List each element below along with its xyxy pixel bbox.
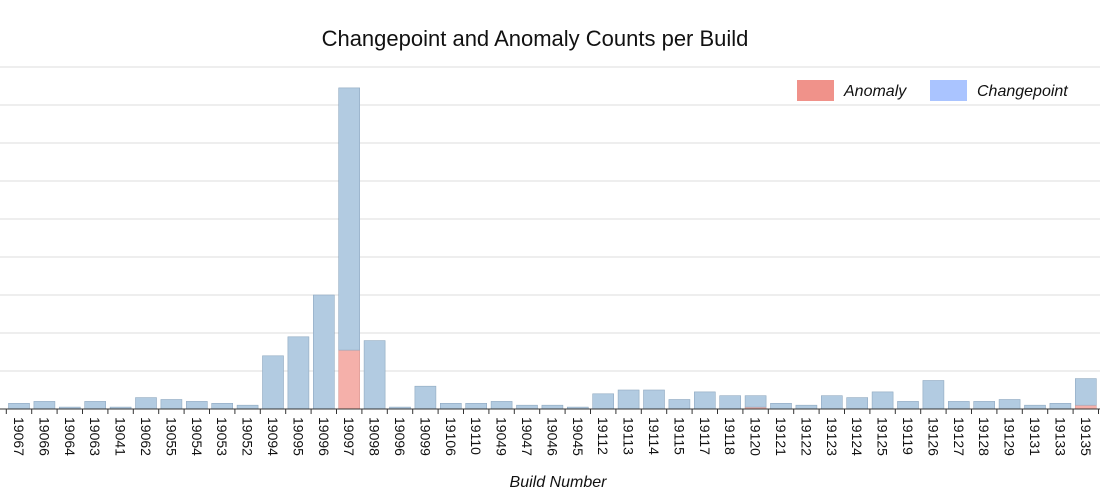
x-tick-label: 19114 bbox=[646, 417, 662, 455]
bar-changepoint bbox=[668, 399, 691, 410]
bar-changepoint bbox=[897, 401, 919, 410]
bar-changepoint bbox=[770, 402, 792, 410]
x-tick-label: 19049 bbox=[494, 417, 510, 456]
bar-changepoint bbox=[846, 397, 869, 410]
x-tick-label: 19096 bbox=[316, 417, 332, 456]
bars bbox=[8, 87, 1097, 410]
bar-changepoint bbox=[516, 404, 538, 410]
legend-label-anomaly: Anomaly bbox=[843, 83, 907, 100]
bar-changepoint bbox=[719, 395, 742, 410]
x-tick-label: 19095 bbox=[290, 417, 306, 456]
x-axis: 19067 19066 19064 19063 19041 19062 19055 19054… bbox=[0, 408, 1100, 456]
bar-changepoint bbox=[262, 355, 284, 410]
x-tick-label: 19129 bbox=[1002, 417, 1018, 456]
bar-changepoint bbox=[617, 389, 640, 410]
bar-anomaly bbox=[1075, 404, 1097, 410]
x-tick-label: 19106 bbox=[443, 417, 459, 456]
x-tick-label: 19052 bbox=[240, 417, 256, 456]
bar-changepoint bbox=[490, 401, 513, 410]
x-tick-label: 19122 bbox=[798, 417, 814, 456]
x-tick-label: 19118 bbox=[722, 417, 738, 455]
x-tick-label: 19099 bbox=[417, 417, 433, 456]
x-tick-label: 19096 bbox=[392, 417, 408, 456]
legend-swatch-changepoint bbox=[930, 80, 967, 101]
bar-changepoint bbox=[643, 389, 665, 410]
bar-changepoint bbox=[160, 399, 183, 410]
bar-changepoint bbox=[922, 380, 945, 410]
x-tick-label: 19054 bbox=[189, 417, 205, 456]
x-tick-label: 19133 bbox=[1052, 417, 1068, 456]
x-tick-label: 19063 bbox=[87, 417, 103, 456]
x-tick-label: 19066 bbox=[36, 417, 52, 456]
bar-changepoint bbox=[947, 401, 970, 410]
x-tick-label: 19120 bbox=[748, 417, 764, 456]
chart-title: Changepoint and Anomaly Counts per Build bbox=[322, 26, 749, 51]
bar-changepoint bbox=[998, 399, 1021, 410]
x-tick-label: 19125 bbox=[875, 417, 891, 456]
x-tick-label: 19124 bbox=[849, 417, 865, 456]
x-tick-label: 19123 bbox=[824, 417, 840, 456]
x-tick-label: 19062 bbox=[138, 417, 154, 456]
x-tick-label: 19128 bbox=[976, 417, 992, 456]
bar-changepoint bbox=[236, 404, 259, 410]
x-tick-label: 19115 bbox=[671, 417, 687, 455]
x-tick-label: 19121 bbox=[773, 417, 789, 456]
bar-changepoint bbox=[338, 87, 361, 351]
x-tick-label: 19041 bbox=[113, 417, 129, 456]
x-tick-label: 19046 bbox=[544, 417, 560, 456]
x-tick-label: 19064 bbox=[62, 417, 78, 456]
bar-changepoint bbox=[312, 294, 335, 410]
x-tick-label: 19119 bbox=[900, 417, 916, 455]
bar-changepoint bbox=[1049, 402, 1072, 410]
bar-changepoint bbox=[211, 402, 233, 410]
x-axis-title: Build Number bbox=[510, 474, 608, 490]
bar-changepoint bbox=[973, 401, 996, 410]
legend: Anomaly Changepoint bbox=[797, 80, 1068, 101]
x-tick-label: 19067 bbox=[11, 417, 27, 456]
x-tick-label: 19045 bbox=[570, 417, 586, 456]
bar-anomaly bbox=[338, 349, 361, 410]
x-tick-label: 19097 bbox=[341, 417, 357, 456]
bar-changepoint bbox=[592, 393, 615, 410]
bar-changepoint bbox=[135, 397, 157, 410]
legend-swatch-anomaly bbox=[797, 80, 834, 101]
bar-changepoint bbox=[414, 385, 437, 410]
x-tick-label: 19098 bbox=[367, 417, 383, 456]
x-tick-label: 19117 bbox=[697, 417, 713, 455]
bar-changepoint bbox=[33, 401, 56, 410]
x-tick-label: 19047 bbox=[519, 417, 535, 456]
bar-changepoint bbox=[186, 401, 208, 410]
x-tick-label: 19131 bbox=[1027, 417, 1043, 456]
bar-changepoint bbox=[439, 402, 462, 410]
x-tick-label: 19113 bbox=[621, 417, 637, 455]
bar-changepoint bbox=[795, 404, 818, 410]
bar-changepoint bbox=[820, 395, 843, 410]
bar-changepoint bbox=[287, 336, 310, 410]
bar-changepoint bbox=[1075, 378, 1097, 406]
bar-changepoint bbox=[871, 391, 894, 410]
x-tick-label: 19112 bbox=[595, 417, 611, 455]
x-tick-label: 19110 bbox=[468, 417, 484, 455]
bar-changepoint bbox=[465, 402, 488, 410]
x-tick-label: 19127 bbox=[951, 417, 967, 456]
x-tick-label: 19094 bbox=[265, 417, 281, 456]
bar-changepoint bbox=[363, 340, 386, 410]
bar-changepoint bbox=[541, 404, 564, 410]
bar-changepoint bbox=[84, 401, 106, 410]
legend-label-changepoint: Changepoint bbox=[977, 83, 1068, 100]
bar-changepoint bbox=[693, 391, 716, 410]
bar-changepoint bbox=[8, 402, 30, 410]
x-tick-label: 19053 bbox=[214, 417, 230, 456]
x-tick-label: 19135 bbox=[1078, 417, 1094, 456]
x-tick-label: 19126 bbox=[925, 417, 941, 456]
grid-lines bbox=[0, 66, 1100, 372]
bar-changepoint bbox=[744, 395, 767, 408]
x-tick-label: 19055 bbox=[163, 417, 179, 456]
bar-changepoint bbox=[1024, 404, 1046, 410]
